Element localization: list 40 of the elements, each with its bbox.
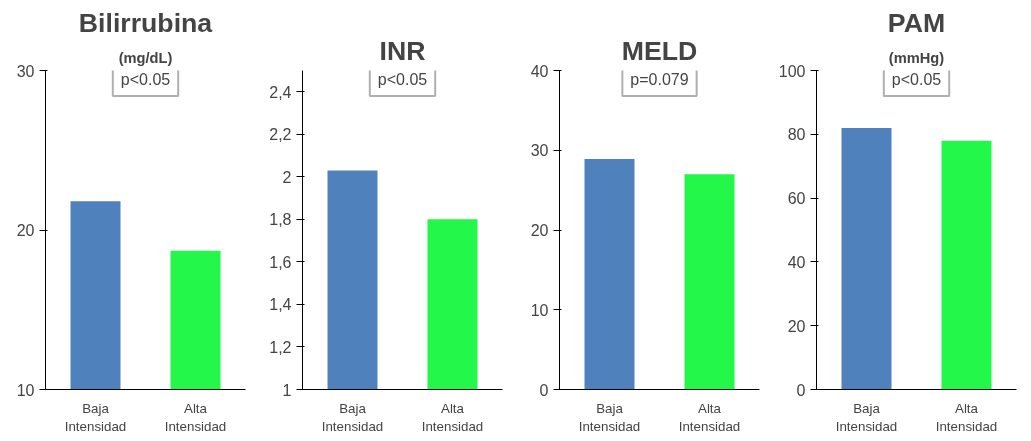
y-tick-label: 80	[787, 126, 806, 144]
y-tick-label: 2,4	[269, 83, 292, 101]
x-tick-label: Alta Intensidad	[678, 400, 741, 434]
y-tick-label: 20	[787, 317, 806, 335]
annotation: p<0.05	[377, 71, 428, 88]
y-tick-label: 1	[282, 381, 292, 399]
y-tick-label: 40	[787, 253, 806, 271]
x-tick-label: Baja Intensidad	[321, 400, 384, 434]
y-tick-label: 0	[796, 381, 806, 399]
y-tick-label: 10	[16, 381, 35, 399]
x-tick-label: Alta Intensidad	[421, 400, 484, 434]
chart-subtitle: (mmHg)	[888, 49, 945, 66]
y-tick-label: 10	[530, 301, 549, 319]
y-tick-label: 30	[16, 62, 35, 80]
x-tick-label: Alta Intensidad	[935, 400, 998, 434]
y-tick-label: 100	[778, 62, 806, 80]
y-tick-label: 20	[16, 222, 35, 239]
annotation: p=0.079	[630, 71, 689, 88]
x-tick-label: Baja Intensidad	[578, 400, 641, 434]
chart-title: INR	[379, 35, 426, 66]
chart-title: MELD	[621, 35, 698, 66]
y-tick-label: 0	[539, 381, 549, 399]
y-tick-label: 1,4	[269, 296, 292, 314]
y-tick-label: 1,2	[269, 338, 292, 356]
y-tick-label: 60	[787, 190, 806, 208]
chart-title: PAM	[887, 7, 946, 38]
x-tick-label: Alta Intensidad	[164, 400, 227, 434]
y-tick-label: 40	[530, 62, 549, 80]
y-tick-label: 30	[530, 142, 549, 160]
y-tick-label: 2	[282, 168, 292, 186]
x-tick-label: Baja Intensidad	[64, 400, 127, 434]
y-tick-label: 20	[530, 222, 549, 239]
x-tick-label: Baja Intensidad	[835, 400, 898, 434]
y-tick-label: 1,6	[269, 253, 292, 271]
chart-title: Bilirrubina	[78, 7, 213, 38]
chart-subtitle: (mg/dL)	[118, 49, 173, 66]
y-tick-label: 1,8	[269, 211, 292, 229]
y-tick-label: 2,2	[269, 126, 292, 144]
annotation: p<0.05	[120, 71, 171, 88]
annotation: p<0.05	[891, 71, 942, 88]
